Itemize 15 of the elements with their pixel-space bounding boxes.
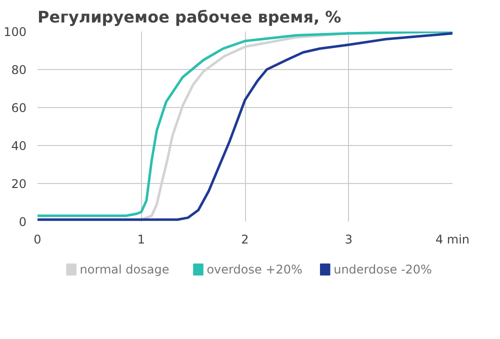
x-tick-label: 2 — [241, 232, 249, 246]
y-tick-label: 80 — [11, 63, 27, 77]
chart-title: Регулируемое рабочее время, % — [38, 8, 342, 26]
y-tick-label: 0 — [18, 215, 27, 229]
legend-label: normal dosage — [80, 262, 170, 276]
x-tick-label: 1 — [137, 232, 146, 246]
legend-label: overdose +20% — [206, 262, 302, 276]
x-tick-label: 4 min — [435, 232, 470, 246]
legend-label: underdose -20% — [334, 262, 432, 276]
y-tick-label: 20 — [11, 177, 27, 191]
x-tick-label: 0 — [34, 232, 42, 246]
y-tick-label: 100 — [4, 25, 26, 39]
x-tick-label: 3 — [344, 232, 353, 246]
y-tick-label: 40 — [11, 139, 27, 153]
y-tick-label: 60 — [11, 101, 27, 115]
